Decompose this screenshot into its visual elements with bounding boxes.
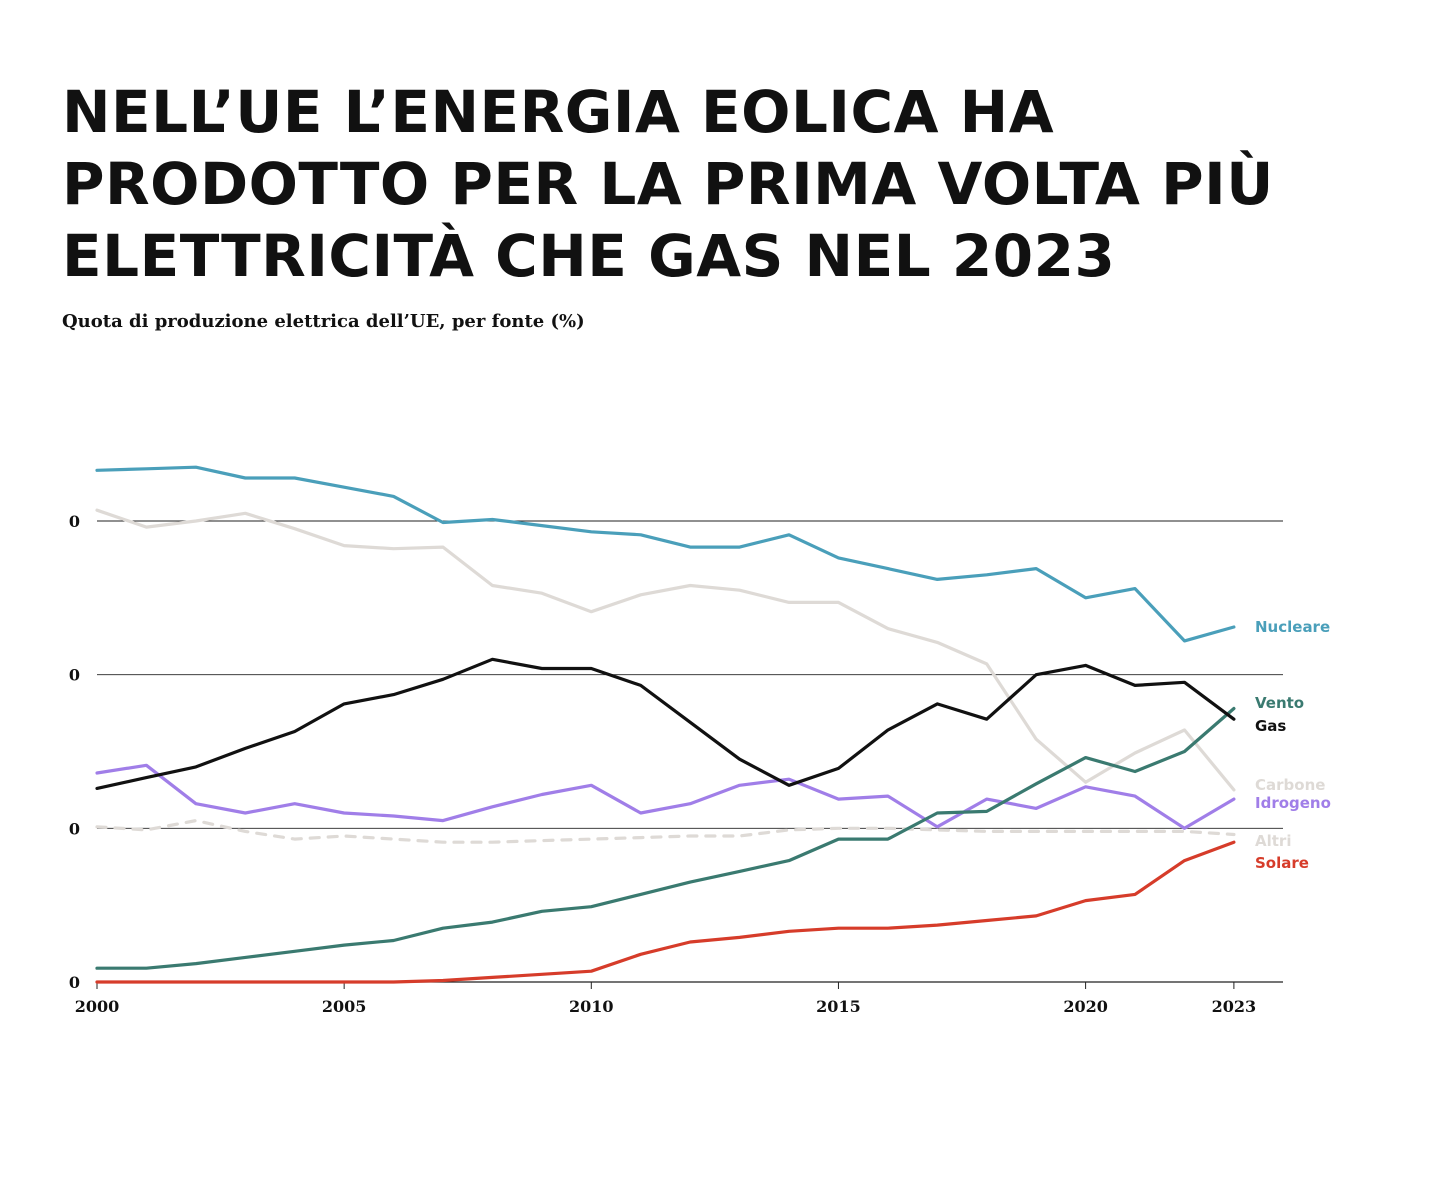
series-label-idrogeno: Idrogeno	[1255, 794, 1331, 812]
series-label-nucleare: Nucleare	[1255, 618, 1330, 636]
x-tick-label: 2010	[569, 997, 614, 1016]
x-tick-label: 2000	[75, 997, 120, 1016]
series-line-nucleare	[95, 465, 1236, 643]
series-label-vento: Vento	[1255, 694, 1304, 712]
y-tick-label: 0	[69, 973, 80, 992]
y-tick-label: 0	[69, 819, 80, 838]
series-line-idrogeno	[95, 763, 1236, 830]
series-label-solare: Solare	[1255, 854, 1309, 872]
series-line-altri	[95, 818, 1236, 844]
series-line-gas	[95, 657, 1236, 791]
x-tick-label: 2015	[816, 997, 861, 1016]
x-tick-label: 2023	[1212, 997, 1257, 1016]
series-label-carbone: Carbone	[1255, 776, 1325, 794]
chart-subtitle: Quota di produzione elettrica dell’UE, p…	[62, 311, 585, 332]
y-tick-label: 0	[69, 512, 80, 531]
series-line-solare	[95, 840, 1236, 984]
series-line-vento	[95, 706, 1236, 970]
x-tick-label: 2005	[322, 997, 367, 1016]
series-label-gas: Gas	[1255, 717, 1286, 735]
series-line-carbone	[95, 508, 1236, 792]
y-tick-label: 0	[69, 666, 80, 685]
chart-title: NELL’UE L’ENERGIA EOLICA HA PRODOTTO PER…	[62, 78, 1274, 290]
x-tick-label: 2020	[1063, 997, 1108, 1016]
series-label-altri: Altri	[1255, 832, 1291, 850]
